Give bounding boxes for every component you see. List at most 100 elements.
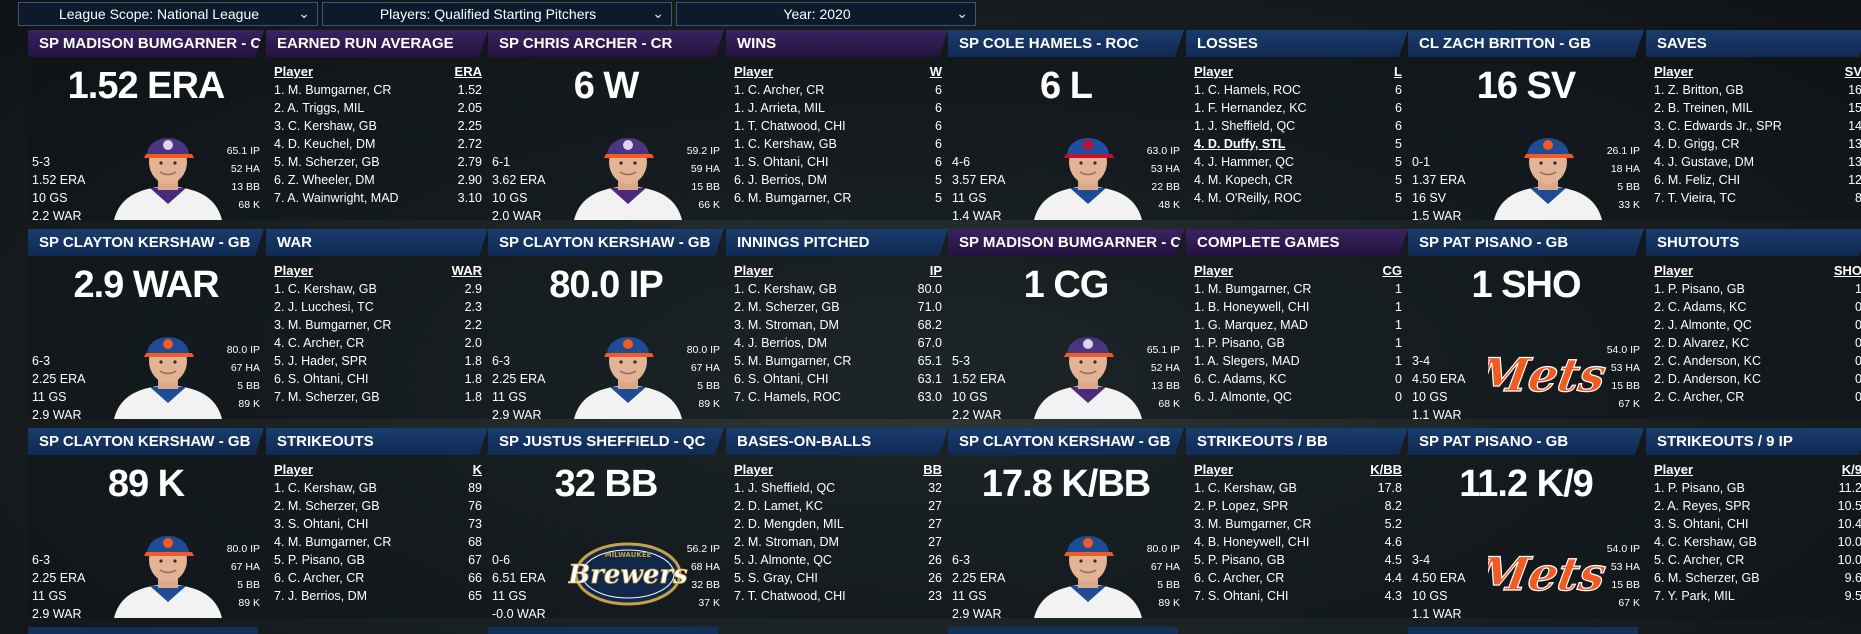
- leaderboard-row[interactable]: 4. C. Kershaw, GB 10.0: [1654, 533, 1861, 551]
- leaderboard-row[interactable]: 6. C. Archer, CR 66: [274, 569, 482, 587]
- leaderboard-row[interactable]: 1. C. Hamels, ROC 6: [1194, 81, 1402, 99]
- leaderboard-row[interactable]: 7. M. Scherzer, GB 1.8: [274, 388, 482, 406]
- leaderboard-row[interactable]: 6. J. Almonte, QC 0: [1194, 388, 1402, 406]
- leaderboard-row[interactable]: 7. A. Wainwright, MAD 3.10: [274, 189, 482, 207]
- column-player[interactable]: Player: [274, 64, 314, 79]
- leaderboard-row[interactable]: 1. T. Chatwood, CHI 6: [734, 117, 942, 135]
- player-header[interactable]: SP COLE HAMELS - ROC: [948, 30, 1184, 57]
- leaderboard-row[interactable]: 2. M. Scherzer, GB 76: [274, 497, 482, 515]
- leaderboard-row[interactable]: 6. M. Bumgarner, CR 5: [734, 189, 942, 207]
- column-stat[interactable]: SV: [1844, 64, 1861, 79]
- stat-header[interactable]: COMPLETE GAMES: [1186, 229, 1408, 256]
- leaderboard-row[interactable]: 7. J. Berrios, DM 65: [274, 587, 482, 605]
- leaderboard-row[interactable]: 2. M. Scherzer, GB 71.0: [734, 298, 942, 316]
- column-stat[interactable]: K/9: [1841, 462, 1861, 477]
- leaderboard-row[interactable]: 6. C. Archer, CR 4.4: [1194, 569, 1402, 587]
- leaderboard-row[interactable]: 1. P. Pisano, GB 11.2: [1654, 479, 1861, 497]
- leaderboard-row[interactable]: 4. D. Duffy, STL 5: [1194, 135, 1402, 153]
- leaderboard-row[interactable]: 6. S. Ohtani, CHI 63.1: [734, 370, 942, 388]
- column-player[interactable]: Player: [274, 263, 314, 278]
- leaderboard-row[interactable]: 3. M. Bumgarner, CR 5.2: [1194, 515, 1402, 533]
- stat-header[interactable]: STRIKEOUTS / BB: [1186, 428, 1408, 455]
- leaderboard-row[interactable]: 1. A. Slegers, MAD 1: [1194, 352, 1402, 370]
- player-header[interactable]: SP CHRIS ARCHER - CR: [488, 30, 724, 57]
- leader-name[interactable]: 4. D. Duffy, STL: [1194, 137, 1286, 151]
- leaderboard-row[interactable]: 1. C. Kershaw, GB 6: [734, 135, 942, 153]
- league-scope-dropdown[interactable]: League Scope: National League ⌄: [18, 2, 318, 26]
- column-stat[interactable]: W: [929, 64, 942, 79]
- leaderboard-row[interactable]: 2. M. Stroman, DM 27: [734, 533, 942, 551]
- leaderboard-row[interactable]: 1. M. Bumgarner, CR 1.52: [274, 81, 482, 99]
- stat-header[interactable]: SAVES: [1646, 30, 1861, 57]
- leaderboard-row[interactable]: 2. D. Mengden, MIL 27: [734, 515, 942, 533]
- leaderboard-row[interactable]: 4. B. Honeywell, CHI 4.6: [1194, 533, 1402, 551]
- player-header[interactable]: SP JUSTUS SHEFFIELD - QC: [488, 428, 724, 455]
- leaderboard-row[interactable]: 3. S. Ohtani, CHI 10.4: [1654, 515, 1861, 533]
- player-portrait[interactable]: [570, 321, 686, 419]
- player-header[interactable]: SP CLAYTON KERSHAW - GB: [488, 229, 724, 256]
- player-portrait[interactable]: [1490, 122, 1606, 220]
- column-player[interactable]: Player: [734, 263, 774, 278]
- column-stat[interactable]: L: [1394, 64, 1402, 79]
- column-player[interactable]: Player: [1654, 462, 1694, 477]
- leaderboard-row[interactable]: 2. A. Triggs, MIL 2.05: [274, 99, 482, 117]
- team-logo[interactable]: Mets: [1471, 339, 1611, 409]
- stat-header[interactable]: STRIKEOUTS / 9 IP: [1646, 428, 1861, 455]
- column-player[interactable]: Player: [274, 462, 314, 477]
- leaderboard-row[interactable]: 2. C. Archer, CR 0: [1654, 388, 1861, 406]
- leaderboard-row[interactable]: 2. C. Anderson, KC 0: [1654, 352, 1861, 370]
- player-header[interactable]: SP CLAYTON KERSHAW - GB: [28, 229, 264, 256]
- leaderboard-row[interactable]: 1. J. Sheffield, QC 32: [734, 479, 942, 497]
- column-stat[interactable]: CG: [1382, 263, 1403, 278]
- leaderboard-row[interactable]: 4. D. Keuchel, DM 2.72: [274, 135, 482, 153]
- column-stat[interactable]: ERA: [454, 64, 482, 79]
- player-header[interactable]: SP PAT PISANO - GB: [1408, 428, 1644, 455]
- leaderboard-row[interactable]: 1. F. Hernandez, KC 6: [1194, 99, 1402, 117]
- leaderboard-row[interactable]: 7. C. Hamels, ROC 63.0: [734, 388, 942, 406]
- team-logo[interactable]: MILWAUKEE Brewers: [567, 538, 688, 608]
- leaderboard-row[interactable]: 4. J. Berrios, DM 67.0: [734, 334, 942, 352]
- player-header[interactable]: SP MADISON BUMGARNER - CR: [28, 30, 264, 57]
- leaderboard-row[interactable]: 1. C. Kershaw, GB 80.0: [734, 280, 942, 298]
- player-header[interactable]: SP PAT PISANO - GB: [1408, 229, 1644, 256]
- column-stat[interactable]: IP: [929, 263, 942, 278]
- leaderboard-row[interactable]: 2. J. Almonte, QC 0: [1654, 316, 1861, 334]
- leaderboard-row[interactable]: 1. P. Pisano, GB 1: [1194, 334, 1402, 352]
- leaderboard-row[interactable]: 3. C. Edwards Jr., SPR 14: [1654, 117, 1861, 135]
- column-player[interactable]: Player: [1654, 263, 1694, 278]
- leaderboard-row[interactable]: 2. D. Lamet, KC 27: [734, 497, 942, 515]
- stat-header[interactable]: WINS: [726, 30, 948, 57]
- leaderboard-row[interactable]: 5. M. Bumgarner, CR 65.1: [734, 352, 942, 370]
- player-portrait[interactable]: [570, 122, 686, 220]
- leaderboard-row[interactable]: 2. C. Adams, KC 0: [1654, 298, 1861, 316]
- column-player[interactable]: Player: [1194, 263, 1234, 278]
- player-portrait[interactable]: [110, 321, 226, 419]
- leaderboard-row[interactable]: 6. C. Adams, KC 0: [1194, 370, 1402, 388]
- player-header[interactable]: CL ZACH BRITTON - GB: [1408, 30, 1644, 57]
- player-header[interactable]: SP CLAYTON KERSHAW - GB: [28, 428, 264, 455]
- leaderboard-row[interactable]: 3. M. Stroman, DM 68.2: [734, 316, 942, 334]
- leaderboard-row[interactable]: 6. M. Scherzer, GB 9.6: [1654, 569, 1861, 587]
- leaderboard-row[interactable]: 4. D. Grigg, CR 13: [1654, 135, 1861, 153]
- leaderboard-row[interactable]: 1. G. Marquez, MAD 1: [1194, 316, 1402, 334]
- column-stat[interactable]: K/BB: [1370, 462, 1402, 477]
- leaderboard-row[interactable]: 4. M. Bumgarner, CR 68: [274, 533, 482, 551]
- leaderboard-row[interactable]: 1. C. Kershaw, GB 89: [274, 479, 482, 497]
- leaderboard-row[interactable]: 5. S. Gray, CHI 26: [734, 569, 942, 587]
- column-player[interactable]: Player: [734, 462, 774, 477]
- leaderboard-row[interactable]: 4. J. Hammer, QC 5: [1194, 153, 1402, 171]
- leaderboard-row[interactable]: 1. P. Pisano, GB 1: [1654, 280, 1861, 298]
- leaderboard-row[interactable]: 2. D. Anderson, KC 0: [1654, 370, 1861, 388]
- year-dropdown[interactable]: Year: 2020 ⌄: [676, 2, 976, 26]
- leaderboard-row[interactable]: 6. M. Feliz, CHI 12: [1654, 171, 1861, 189]
- leaderboard-row[interactable]: 5. J. Hader, SPR 1.8: [274, 352, 482, 370]
- leaderboard-row[interactable]: 1. C. Kershaw, GB 17.8: [1194, 479, 1402, 497]
- leaderboard-row[interactable]: 3. S. Ohtani, CHI 73: [274, 515, 482, 533]
- column-player[interactable]: Player: [1194, 64, 1234, 79]
- stat-header[interactable]: INNINGS PITCHED: [726, 229, 948, 256]
- stat-header[interactable]: BASES-ON-BALLS: [726, 428, 948, 455]
- column-player[interactable]: Player: [1194, 462, 1234, 477]
- leaderboard-row[interactable]: 5. P. Pisano, GB 67: [274, 551, 482, 569]
- stat-header[interactable]: LOSSES: [1186, 30, 1408, 57]
- leaderboard-row[interactable]: 1. Z. Britton, GB 16: [1654, 81, 1861, 99]
